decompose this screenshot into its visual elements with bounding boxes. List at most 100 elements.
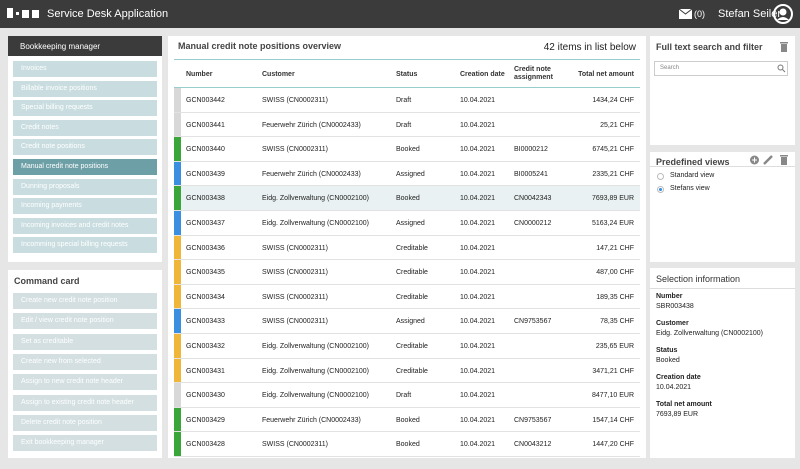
command-button[interactable]: Delete credit note position <box>13 414 157 431</box>
table-row[interactable]: GCN003429 Feuerwehr Zürich (CN0002433) Boo… <box>174 407 640 433</box>
table-cell: GCN003434 <box>186 293 225 301</box>
nav-item[interactable]: Incomming special billing requests <box>13 237 157 254</box>
table-cell: Assigned <box>396 220 425 227</box>
field-value: 10.04.2021 <box>656 384 692 391</box>
table-cell: CN0042343 <box>514 195 552 203</box>
table-cell: 10.04.2021 <box>460 367 496 375</box>
table-cell: GCN003436 <box>186 244 225 252</box>
view-option[interactable]: Standard view <box>670 172 715 179</box>
table-cell: SWISS (CN0002311) <box>262 269 329 277</box>
table-row[interactable]: GCN003437 Eidg. Zollverwaltung (CN0002100… <box>174 211 640 236</box>
table-cell: GCN003439 <box>186 170 225 178</box>
table-cell: GCN003431 <box>186 367 225 375</box>
command-button[interactable]: Create new from selected <box>13 353 157 370</box>
table-cell: Creditable <box>396 244 428 252</box>
nav-item[interactable]: Special billing requests <box>13 100 157 117</box>
radio-button[interactable] <box>657 173 664 180</box>
table-panel: Manual credit note positions overview 42… <box>168 36 646 458</box>
table-cell: 10.04.2021 <box>460 392 496 400</box>
table-row[interactable]: GCN003436 SWISS (CN0002311) Creditable 10.0… <box>174 235 640 261</box>
table-cell: BI0005241 <box>514 170 548 178</box>
column-header[interactable]: Creation date <box>460 71 505 78</box>
table-cell: 10.04.2021 <box>460 293 496 301</box>
nav-item[interactable]: Manual credit note positions <box>13 159 157 175</box>
table-cell: 1434,24 CHF <box>592 97 634 104</box>
command-button[interactable]: Assign to existing credit note header <box>13 394 157 411</box>
column-header[interactable]: Customer <box>262 71 295 78</box>
table-row[interactable]: GCN003442 SWISS (CN0002311) Draft 10.04.202… <box>174 88 640 113</box>
search-icon[interactable] <box>777 64 786 73</box>
search-input[interactable]: Search <box>654 61 788 76</box>
table-cell: Feuerwehr Zürich (CN0002433) <box>262 121 361 129</box>
table-cell: SWISS (CN0002311) <box>262 146 329 154</box>
logo <box>7 8 39 18</box>
user-icon[interactable] <box>773 4 793 24</box>
table-cell: 10.04.2021 <box>460 441 496 449</box>
table-cell: GCN003440 <box>186 146 225 154</box>
selection-title: Selection information <box>656 274 741 284</box>
table-row[interactable]: GCN003428 SWISS (CN0002311) Booked 10.04.20… <box>174 432 640 457</box>
table-cell: Eidg. Zollverwaltung (CN0002100) <box>262 220 369 227</box>
field-label: Customer <box>656 320 689 327</box>
nav-item[interactable]: Incoming invoices and credit notes <box>13 217 157 234</box>
table-row[interactable]: GCN003432 Eidg. Zollverwaltung (CN0002100… <box>174 334 640 359</box>
table-cell: GCN003428 <box>186 441 225 449</box>
table-cell: 3471,21 CHF <box>592 367 634 375</box>
command-button[interactable]: Set as creditable <box>13 333 157 350</box>
status-stripe <box>174 112 181 137</box>
delete-icon[interactable] <box>780 42 788 52</box>
table-row[interactable]: GCN003441 Feuerwehr Zürich (CN0002433) Dra… <box>174 112 640 138</box>
user-name[interactable]: Stefan Seiler <box>718 8 781 20</box>
nav-item[interactable]: Credit notes <box>13 119 157 136</box>
column-header[interactable]: Total net amount <box>578 71 634 78</box>
command-button[interactable]: Edit / view credit note position <box>13 313 157 330</box>
mail-count[interactable]: (0) <box>694 9 705 19</box>
nav-item[interactable]: Invoices <box>13 61 157 77</box>
table-cell: CN0000212 <box>514 220 552 227</box>
column-header[interactable]: Credit note assignment <box>514 66 553 81</box>
table-cell: 2335,21 CHF <box>592 170 634 178</box>
table-cell: 147,21 CHF <box>596 244 634 252</box>
nav-item[interactable]: Incoming payments <box>13 198 157 215</box>
table-cell: GCN003432 <box>186 343 225 350</box>
nav-item[interactable]: Dunning proposals <box>13 178 157 195</box>
table-cell: GCN003429 <box>186 416 225 424</box>
table-row[interactable]: GCN003430 Eidg. Zollverwaltung (CN0002100… <box>174 383 640 408</box>
search-panel: Full text search and filter Search <box>650 36 795 145</box>
table-row[interactable]: GCN003440 SWISS (CN0002311) Booked 10.04.20… <box>174 137 640 162</box>
nav-item[interactable]: Billable invoice positions <box>13 80 157 97</box>
command-button[interactable]: Assign to new credit note header <box>13 374 157 391</box>
table-cell: Draft <box>396 392 412 400</box>
view-actions[interactable] <box>750 155 790 165</box>
field-value: Eidg. Zollverwaltung (CN0002100) <box>656 330 763 337</box>
table-row[interactable]: GCN003439 Feuerwehr Zürich (CN0002433) Ass… <box>174 161 640 187</box>
table-row[interactable]: GCN003435 SWISS (CN0002311) Creditable 10.0… <box>174 260 640 285</box>
table-cell: Creditable <box>396 343 428 350</box>
table-cell: Eidg. Zollverwaltung (CN0002100) <box>262 343 369 350</box>
table-row[interactable]: GCN003433 SWISS (CN0002311) Assigned 10.04.… <box>174 309 640 334</box>
table-cell: 487,00 CHF <box>596 269 634 277</box>
nav-item[interactable]: Credit note positions <box>13 139 157 156</box>
radio-button[interactable] <box>657 186 664 193</box>
table-cell: BI0000212 <box>514 146 548 154</box>
table-cell: 1547,14 CHF <box>592 416 634 424</box>
command-button[interactable]: Exit bookkeeping manager <box>13 435 157 452</box>
table-cell: 8477,10 EUR <box>591 392 634 400</box>
view-option[interactable]: Stefans view <box>670 185 710 192</box>
table-row[interactable]: GCN003431 Eidg. Zollverwaltung (CN0002100… <box>174 358 640 384</box>
status-stripe <box>174 186 181 210</box>
table-cell: Creditable <box>396 269 428 277</box>
table-row[interactable]: GCN003438 Eidg. Zollverwaltung (CN0002100… <box>174 186 640 211</box>
table-cell: CN9753567 <box>514 318 552 326</box>
command-button[interactable]: Create new credit note position <box>13 293 157 309</box>
table-cell: SWISS (CN0002311) <box>262 441 329 449</box>
table-cell: Eidg. Zollverwaltung (CN0002100) <box>262 367 369 375</box>
mail-icon[interactable] <box>679 9 692 19</box>
table-cell: 1447,20 CHF <box>592 441 634 449</box>
table-row[interactable]: GCN003434 SWISS (CN0002311) Creditable 10.0… <box>174 284 640 310</box>
field-value: SBR003438 <box>656 303 694 310</box>
table-cell: SWISS (CN0002311) <box>262 318 329 326</box>
column-header[interactable]: Number <box>186 71 213 78</box>
column-header[interactable]: Status <box>396 71 418 78</box>
table-cell: 189,35 CHF <box>596 293 634 301</box>
